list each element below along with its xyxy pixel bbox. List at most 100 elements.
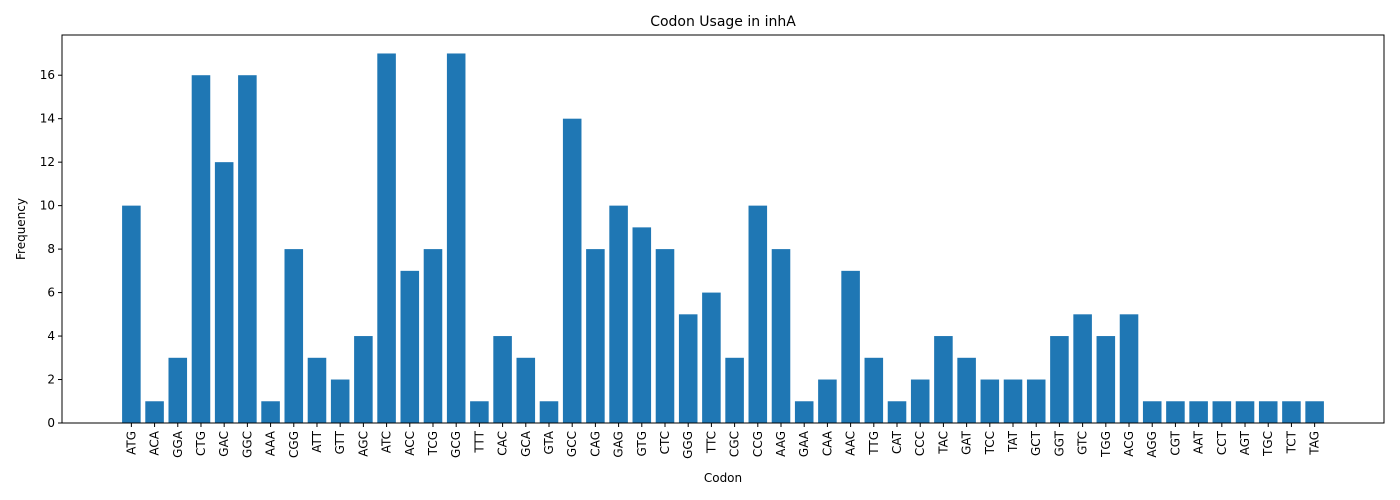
y-tick-label: 2 [47, 373, 55, 387]
bar-GCA [516, 357, 536, 423]
y-tick-label: 12 [40, 155, 55, 169]
bar-TAC [934, 336, 953, 423]
bar-CTG [191, 75, 211, 423]
x-tick-label: CAA [820, 430, 834, 456]
bar-TCG [423, 249, 443, 423]
bar-GTT [330, 379, 350, 423]
x-tick-label: TGC [1261, 431, 1275, 457]
bar-ACA [145, 401, 164, 423]
x-tick-label: TCC [983, 431, 997, 455]
bar-GTA [539, 401, 559, 423]
x-tick-label: TGG [1099, 431, 1113, 458]
x-tick-label: AAC [844, 431, 858, 456]
bar-GGA [168, 357, 188, 423]
bar-AAA [261, 401, 280, 423]
bar-AAG [771, 249, 791, 423]
bar-GTC [1073, 314, 1092, 423]
x-tick-label: CCC [913, 431, 927, 456]
x-tick-label: GAG [612, 431, 626, 458]
x-tick-label: TTT [472, 430, 486, 453]
x-tick-label: TCG [426, 431, 440, 456]
x-tick-label: AAG [774, 431, 788, 457]
y-tick-label: 16 [40, 68, 55, 82]
bar-CAA [818, 379, 837, 423]
x-tick-label: ATC [380, 431, 394, 453]
bar-TAT [1003, 379, 1023, 423]
bar-CAC [493, 336, 512, 423]
bars-group [122, 53, 1324, 423]
x-tick-label: GGT [1052, 430, 1066, 456]
x-tick-label: GAT [960, 430, 974, 455]
x-tick-label: TTC [704, 431, 718, 454]
x-tick-label: CAT [890, 430, 904, 454]
y-axis-label: Frequency [14, 198, 28, 260]
x-tick-label: ACG [1122, 431, 1136, 457]
bar-AAT [1189, 401, 1208, 423]
plot-frame [61, 34, 1385, 424]
x-tick-label: AAA [264, 430, 278, 456]
x-tick-label: TAG [1308, 431, 1322, 456]
bar-AGC [354, 336, 373, 423]
bar-AAC [841, 270, 860, 423]
bar-TCT [1282, 401, 1301, 423]
bar-GCC [562, 118, 582, 423]
x-tick-label: AGC [356, 431, 370, 457]
bar-ACC [400, 270, 420, 423]
bar-GAA [794, 401, 814, 423]
x-tick-label: ATT [310, 430, 324, 452]
x-tick-label: GGG [681, 431, 695, 459]
bar-TTG [864, 357, 884, 423]
x-tick-label: CGT [1168, 430, 1182, 455]
x-tick-label: TAC [936, 431, 950, 455]
bar-AGG [1142, 401, 1162, 423]
bar-TCC [980, 379, 1000, 423]
bar-CCC [910, 379, 930, 423]
bar-ACG [1119, 314, 1139, 423]
x-tick-label: AGT [1238, 430, 1252, 455]
bar-TTT [470, 401, 489, 423]
bar-GGG [678, 314, 698, 423]
bar-CCG [748, 205, 768, 423]
x-tick-label: TTG [867, 431, 881, 456]
x-tick-label: GTA [542, 430, 556, 454]
bar-ATT [307, 357, 327, 423]
x-tick-label: GCG [449, 431, 463, 458]
bar-ATG [122, 205, 141, 423]
bar-CCT [1212, 401, 1232, 423]
x-tick-label: GCC [565, 431, 579, 457]
x-tick-label: GTT [333, 430, 347, 454]
x-tick-label: ACA [148, 430, 162, 455]
bar-ATC [377, 53, 396, 423]
x-tick-label: GAC [217, 431, 231, 457]
x-tick-label: CGG [287, 431, 301, 458]
bar-GCG [446, 53, 466, 423]
x-tick-label: CTC [658, 431, 672, 454]
bar-GGC [238, 75, 257, 423]
x-tick-label: CGC [728, 431, 742, 457]
bar-TGG [1096, 336, 1116, 423]
bar-TAG [1305, 401, 1324, 423]
bar-CTC [655, 249, 675, 423]
chart-title: Codon Usage in inhA [650, 14, 796, 30]
bar-GAC [214, 162, 234, 423]
bar-TGC [1258, 401, 1278, 423]
y-tick-label: 4 [47, 329, 55, 343]
x-tick-label: ATG [124, 431, 138, 455]
bar-CGT [1166, 401, 1185, 423]
x-tick-label: TCT [1284, 430, 1298, 454]
x-tick-label: CCT [1215, 430, 1229, 455]
x-tick-label: AAT [1192, 430, 1206, 454]
x-tick-label: TAT [1006, 430, 1020, 453]
bar-CGG [284, 249, 304, 423]
x-tick-label: GTG [635, 431, 649, 457]
bar-GCT [1026, 379, 1046, 423]
x-axis-label: Codon [704, 471, 742, 485]
x-tick-label: GGC [240, 431, 254, 458]
y-tick-label: 0 [47, 416, 55, 430]
x-tick-label: GCA [519, 430, 533, 457]
y-tick-label: 6 [47, 286, 55, 300]
x-tick-label: CAC [496, 431, 510, 456]
bar-GAT [957, 357, 976, 423]
x-tick-label: GCT [1029, 430, 1043, 456]
